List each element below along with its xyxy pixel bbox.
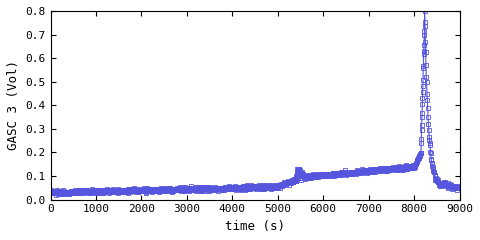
- X-axis label: time (s): time (s): [225, 220, 285, 233]
- Y-axis label: GASC 3 (Vol): GASC 3 (Vol): [7, 60, 20, 150]
